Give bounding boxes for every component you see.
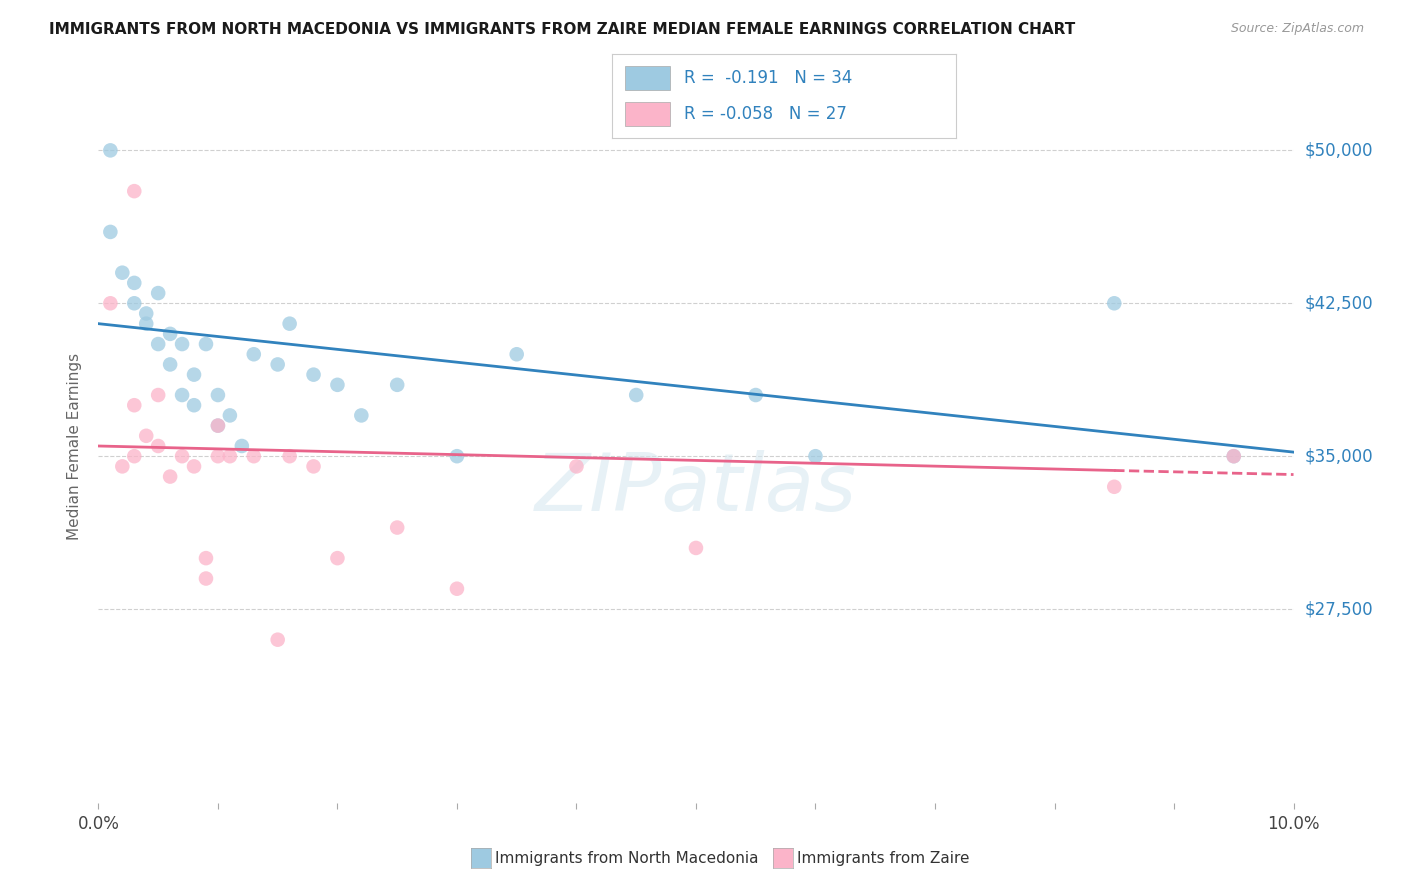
Point bbox=[278, 449, 301, 463]
Point bbox=[159, 326, 181, 341]
Text: Immigrants from Zaire: Immigrants from Zaire bbox=[797, 851, 970, 865]
Point bbox=[207, 388, 229, 402]
Point bbox=[148, 286, 170, 301]
Text: $27,500: $27,500 bbox=[1305, 600, 1374, 618]
Point bbox=[243, 347, 266, 361]
Point bbox=[1104, 480, 1126, 494]
Point bbox=[98, 296, 122, 310]
Point bbox=[124, 184, 146, 198]
Text: R = -0.058   N = 27: R = -0.058 N = 27 bbox=[683, 104, 846, 123]
Bar bbox=[626, 66, 671, 90]
Bar bbox=[626, 102, 671, 126]
Point bbox=[159, 469, 181, 483]
Point bbox=[135, 306, 157, 320]
Text: IMMIGRANTS FROM NORTH MACEDONIA VS IMMIGRANTS FROM ZAIRE MEDIAN FEMALE EARNINGS : IMMIGRANTS FROM NORTH MACEDONIA VS IMMIG… bbox=[49, 22, 1076, 37]
Point bbox=[243, 449, 266, 463]
Point bbox=[124, 398, 146, 412]
Point bbox=[148, 388, 170, 402]
Point bbox=[1223, 449, 1246, 463]
Text: ZIPatlas: ZIPatlas bbox=[534, 450, 858, 528]
Point bbox=[804, 449, 827, 463]
Point bbox=[267, 358, 290, 372]
Point bbox=[111, 459, 134, 474]
Point bbox=[231, 439, 253, 453]
Point bbox=[1223, 449, 1246, 463]
Point bbox=[302, 368, 325, 382]
Point bbox=[219, 409, 242, 423]
Text: Immigrants from North Macedonia: Immigrants from North Macedonia bbox=[495, 851, 758, 865]
Text: $42,500: $42,500 bbox=[1305, 294, 1374, 312]
Point bbox=[172, 388, 194, 402]
Point bbox=[267, 632, 290, 647]
Point bbox=[135, 317, 157, 331]
Point bbox=[124, 276, 146, 290]
Point bbox=[565, 459, 588, 474]
Point bbox=[124, 296, 146, 310]
Point bbox=[207, 449, 229, 463]
Point bbox=[111, 266, 134, 280]
Point bbox=[135, 429, 157, 443]
Point bbox=[326, 377, 349, 392]
Point bbox=[183, 368, 205, 382]
Point bbox=[624, 388, 647, 402]
Point bbox=[685, 541, 707, 555]
Point bbox=[148, 439, 170, 453]
Point bbox=[506, 347, 529, 361]
Point bbox=[207, 418, 229, 433]
Point bbox=[98, 225, 122, 239]
Text: $35,000: $35,000 bbox=[1305, 447, 1374, 466]
Point bbox=[172, 337, 194, 351]
Point bbox=[183, 398, 205, 412]
Point bbox=[194, 337, 218, 351]
Point bbox=[1104, 296, 1126, 310]
Y-axis label: Median Female Earnings: Median Female Earnings bbox=[67, 352, 83, 540]
Point bbox=[124, 449, 146, 463]
Point bbox=[194, 551, 218, 566]
Point bbox=[446, 449, 468, 463]
Point bbox=[385, 520, 409, 534]
Point bbox=[278, 317, 301, 331]
Point bbox=[219, 449, 242, 463]
Text: R =  -0.191   N = 34: R = -0.191 N = 34 bbox=[683, 69, 852, 87]
Point bbox=[172, 449, 194, 463]
Text: $50,000: $50,000 bbox=[1305, 141, 1374, 160]
Point bbox=[745, 388, 768, 402]
Point bbox=[159, 358, 181, 372]
Point bbox=[385, 377, 409, 392]
Point bbox=[302, 459, 325, 474]
Point bbox=[207, 418, 229, 433]
Point bbox=[98, 144, 122, 158]
Text: Source: ZipAtlas.com: Source: ZipAtlas.com bbox=[1230, 22, 1364, 36]
Point bbox=[148, 337, 170, 351]
Point bbox=[446, 582, 468, 596]
Point bbox=[194, 572, 218, 586]
Point bbox=[326, 551, 349, 566]
Point bbox=[350, 409, 373, 423]
Point bbox=[183, 459, 205, 474]
